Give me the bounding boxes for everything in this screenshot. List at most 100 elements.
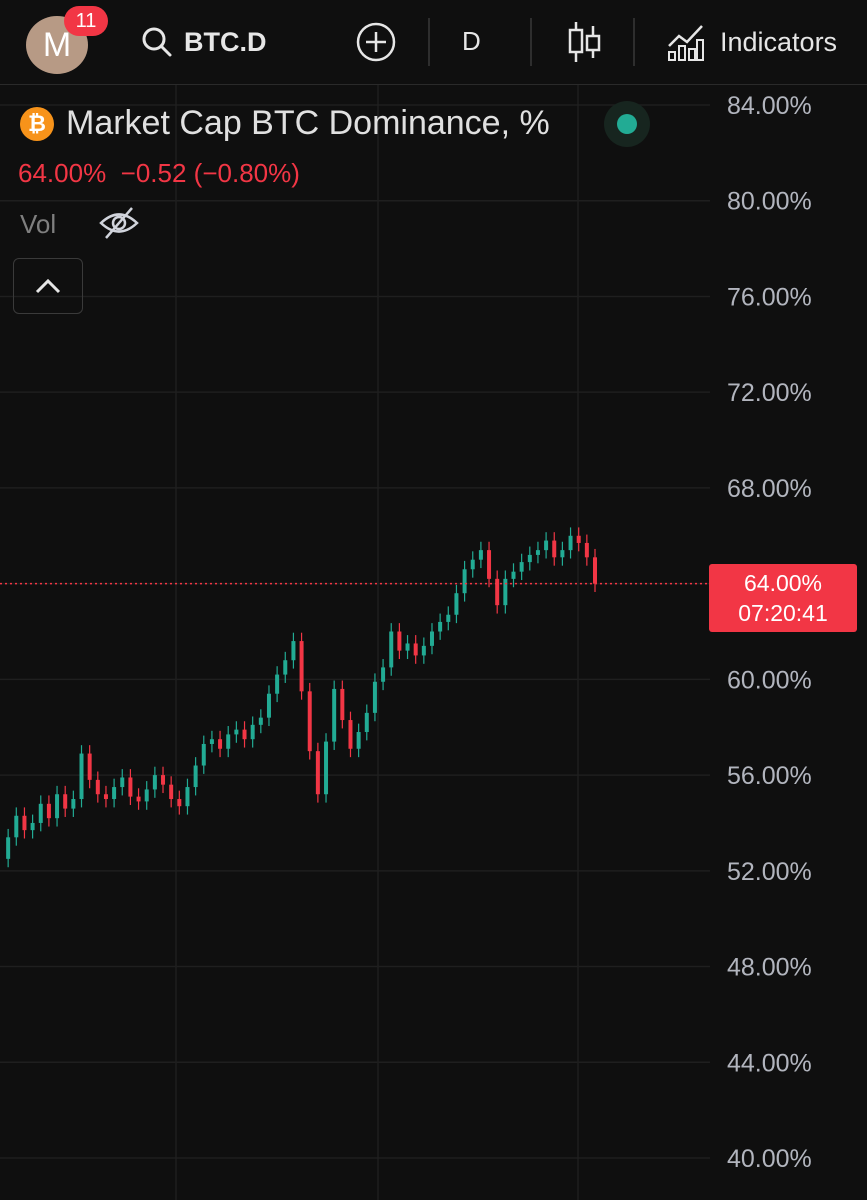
candle-body bbox=[46, 803, 51, 819]
y-tick-label: 72.00% bbox=[727, 379, 812, 407]
add-circle-icon bbox=[356, 22, 396, 62]
symbol-label: BTC.D bbox=[184, 26, 267, 57]
candle-body bbox=[55, 794, 60, 819]
search-icon bbox=[142, 27, 172, 57]
compare-add-button[interactable] bbox=[354, 20, 398, 64]
legend-change-pct: (−0.80%) bbox=[193, 158, 300, 188]
price-axis: 84.00%80.00%76.00%72.00%68.00%64.00%60.0… bbox=[727, 92, 812, 1173]
candle-body bbox=[152, 775, 157, 790]
candle-body bbox=[258, 717, 263, 725]
candle-body bbox=[193, 765, 198, 788]
y-tick-label: 68.00% bbox=[727, 475, 812, 503]
candle-body bbox=[560, 550, 565, 558]
candle-body bbox=[495, 578, 500, 606]
candle-body bbox=[462, 569, 467, 594]
candle-body bbox=[332, 688, 337, 742]
notification-badge: 11 bbox=[64, 6, 108, 36]
candle-body bbox=[38, 803, 43, 823]
y-tick-label: 84.00% bbox=[727, 92, 812, 120]
candle-body bbox=[30, 822, 35, 831]
candle-body bbox=[438, 621, 443, 632]
candle-body bbox=[136, 796, 141, 802]
candle-body bbox=[79, 753, 84, 800]
eye-off-icon bbox=[99, 207, 139, 239]
y-tick-label: 60.00% bbox=[727, 666, 812, 694]
candle-body bbox=[381, 667, 386, 682]
indicators-button[interactable]: Indicators bbox=[666, 22, 837, 62]
candle-body bbox=[584, 542, 589, 558]
candle-body bbox=[307, 691, 312, 752]
candle-body bbox=[429, 631, 434, 646]
last-price-tag: 64.00% 07:20:41 bbox=[709, 564, 857, 632]
candle-body bbox=[226, 734, 231, 749]
candle-body bbox=[128, 777, 133, 797]
candle-body bbox=[169, 784, 174, 800]
candle-body bbox=[421, 645, 426, 656]
candle-body bbox=[527, 554, 532, 563]
volume-label: Vol bbox=[20, 209, 57, 239]
chart-grid bbox=[0, 85, 710, 1200]
candle-body bbox=[185, 787, 190, 807]
candle-body bbox=[552, 540, 557, 558]
y-tick-label: 40.00% bbox=[727, 1145, 812, 1173]
price-chart[interactable]: 84.00% 80.00% 76.00% 72.00% 68.00% 64.00% 60.0… bbox=[0, 85, 867, 1200]
hide-volume-button[interactable] bbox=[98, 204, 140, 247]
candle-body bbox=[112, 787, 117, 800]
candle-body bbox=[535, 550, 540, 555]
candle-body bbox=[413, 643, 418, 656]
countdown-timer: 07:20:41 bbox=[738, 600, 828, 626]
collapse-legend-button[interactable] bbox=[13, 258, 83, 314]
candle-body bbox=[348, 720, 353, 749]
y-tick-label: 48.00% bbox=[727, 954, 812, 982]
candle-body bbox=[568, 535, 573, 551]
legend-price: 64.00% bbox=[18, 158, 107, 188]
candle-body bbox=[144, 789, 149, 802]
chart-legend: ₿ Market Cap BTC Dominance, % bbox=[20, 104, 550, 143]
candle-body bbox=[519, 562, 524, 572]
legend-values: 64.00% −0.52 (−0.80%) bbox=[18, 158, 300, 189]
candle-body bbox=[544, 540, 549, 551]
chart-type-button[interactable] bbox=[562, 20, 606, 64]
candle-body bbox=[14, 815, 19, 838]
avatar-letter: M bbox=[42, 25, 72, 64]
candle-body bbox=[266, 693, 271, 718]
candle-body bbox=[218, 739, 223, 749]
candle-body bbox=[511, 571, 516, 579]
candle-body bbox=[22, 815, 27, 831]
candle-body bbox=[405, 643, 410, 651]
candle-body bbox=[389, 631, 394, 668]
bitcoin-icon: ₿ bbox=[20, 106, 54, 141]
candle-body bbox=[242, 729, 247, 740]
candle-body bbox=[470, 559, 475, 570]
candle-body bbox=[356, 732, 361, 749]
interval-button[interactable]: D bbox=[462, 26, 481, 56]
chevron-up-icon bbox=[35, 278, 61, 294]
y-tick-label: 52.00% bbox=[727, 858, 812, 886]
legend-title: Market Cap BTC Dominance, % bbox=[66, 104, 550, 142]
candle-body bbox=[120, 777, 125, 788]
top-toolbar: M 11 BTC.D D Indic bbox=[0, 0, 867, 85]
candle-body bbox=[340, 688, 345, 721]
candle-body bbox=[87, 753, 92, 780]
y-tick-label: 80.00% bbox=[727, 188, 812, 216]
market-status-indicator[interactable] bbox=[604, 101, 650, 147]
candle-body bbox=[487, 550, 492, 579]
candle-body bbox=[63, 794, 68, 809]
candlestick-icon bbox=[568, 22, 601, 62]
candle-body bbox=[250, 724, 255, 740]
last-price-value: 64.00% bbox=[743, 570, 822, 596]
candle-body bbox=[299, 641, 304, 692]
price-series bbox=[6, 527, 597, 868]
candle-body bbox=[177, 799, 182, 807]
symbol-search-button[interactable]: BTC.D bbox=[140, 22, 267, 62]
legend-change: −0.52 bbox=[120, 158, 187, 188]
candle-body bbox=[576, 535, 581, 543]
candle-body bbox=[446, 614, 451, 622]
candle-body bbox=[161, 775, 166, 785]
toolbar-divider bbox=[530, 18, 532, 66]
candle-body bbox=[283, 660, 288, 675]
candle-body bbox=[397, 631, 402, 651]
candle-body bbox=[201, 743, 206, 766]
candle-body bbox=[234, 729, 239, 735]
toolbar-divider bbox=[633, 18, 635, 66]
